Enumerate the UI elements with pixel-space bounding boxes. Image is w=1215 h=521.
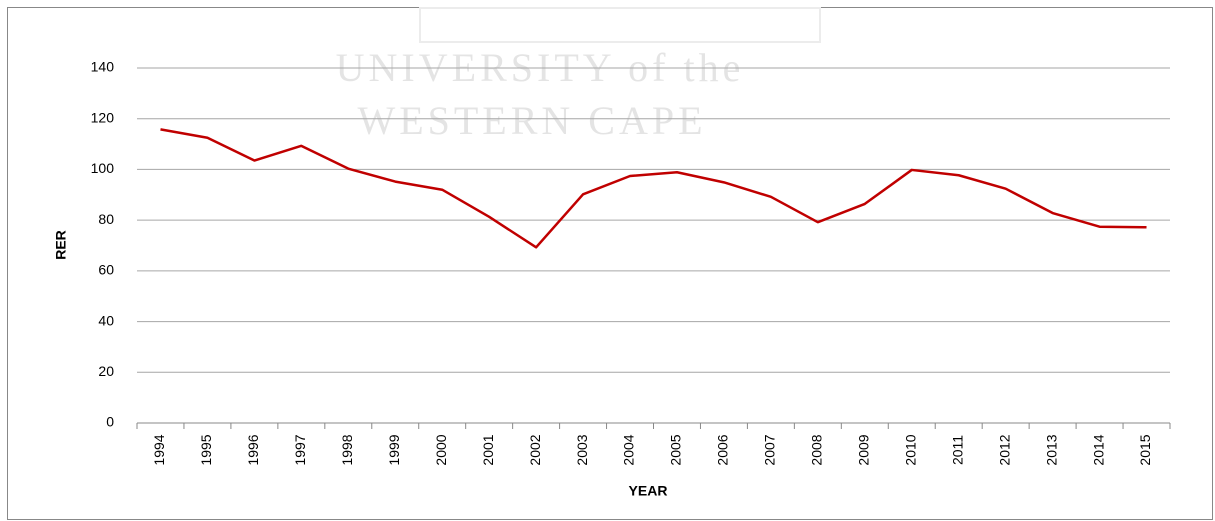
x-tick-label: 1997: [292, 434, 308, 465]
y-tick-label: 120: [91, 109, 115, 125]
x-tick-label: 2014: [1090, 434, 1106, 465]
x-tick-label: 2006: [715, 434, 731, 465]
watermark-line: WESTERN CAPE: [357, 98, 706, 143]
x-tick-label: 1996: [245, 434, 261, 465]
x-tick-label: 2005: [668, 434, 684, 465]
x-tick-label: 2008: [809, 434, 825, 465]
x-tick-label: 2013: [1043, 434, 1059, 465]
x-tick-label: 2003: [574, 434, 590, 465]
x-tick-label: 2009: [855, 434, 871, 465]
x-tick-label: 1998: [339, 434, 355, 465]
y-tick-label: 60: [98, 262, 114, 278]
x-tick-label: 2007: [762, 434, 778, 465]
x-tick-label: 2004: [621, 434, 637, 465]
y-tick-label: 140: [91, 59, 115, 75]
line-series: [160, 128, 1147, 249]
watermark: UNIVERSITY of the WESTERN CAPE: [336, 7, 821, 143]
y-tick-label: 0: [106, 414, 114, 430]
x-tick-label: 1999: [386, 434, 402, 465]
y-tick-label: 20: [98, 363, 114, 379]
x-tick-label: 1995: [198, 434, 214, 465]
x-tick-label: 2012: [996, 434, 1012, 465]
x-tick-label: 2001: [480, 434, 496, 465]
watermark-frame: [419, 7, 821, 43]
x-tick-label: 2011: [949, 435, 965, 465]
y-tick-label: 100: [91, 160, 115, 176]
x-tick-label: 2015: [1137, 434, 1153, 465]
y-tick-label: 40: [98, 312, 114, 328]
y-tick-label: 80: [98, 211, 114, 227]
x-tick-label: 2002: [527, 434, 543, 465]
x-tick-label: 2000: [433, 434, 449, 465]
x-axis-label: YEAR: [629, 483, 668, 499]
x-tick-label: 1994: [151, 434, 167, 465]
x-tick-label: 2010: [902, 434, 918, 465]
y-axis-label: RER: [53, 230, 69, 260]
